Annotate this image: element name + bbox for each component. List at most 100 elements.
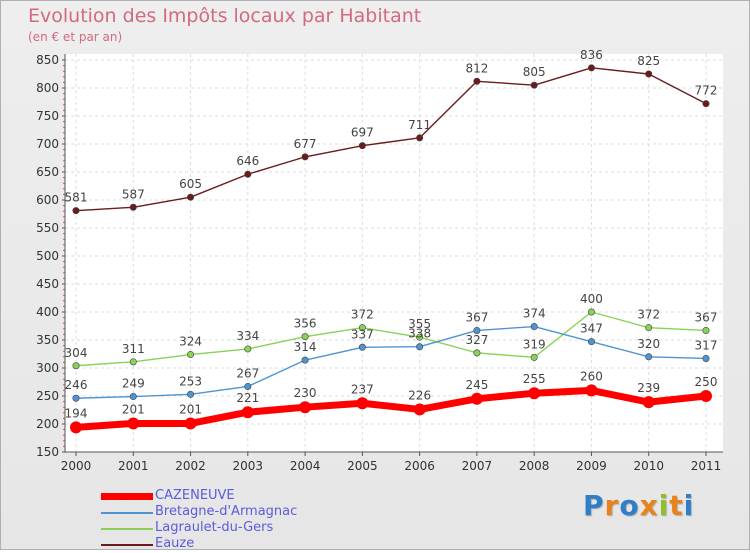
x-tick-label: 2009 — [576, 459, 607, 473]
data-point — [301, 153, 309, 161]
series-line-1 — [75, 325, 707, 399]
data-label: 372 — [351, 308, 374, 322]
data-label: 239 — [637, 381, 660, 395]
data-label: 314 — [294, 340, 317, 354]
data-label: 367 — [465, 310, 488, 324]
data-label: 201 — [179, 402, 202, 416]
data-label: 194 — [65, 406, 88, 420]
legend-swatch — [101, 512, 153, 514]
data-point — [470, 392, 483, 405]
y-tick-label: 350 — [36, 333, 59, 347]
data-label: 226 — [408, 388, 431, 402]
y-tick-label: 800 — [36, 81, 59, 95]
data-point — [129, 203, 137, 211]
legend-swatch — [101, 544, 153, 546]
plot-area — [65, 54, 723, 452]
data-point — [358, 142, 366, 150]
logo-letter: r — [604, 489, 620, 522]
data-point — [702, 354, 710, 362]
data-point — [413, 403, 426, 416]
data-label: 201 — [122, 402, 145, 416]
y-tick-label: 600 — [36, 193, 59, 207]
data-label: 400 — [580, 292, 603, 306]
data-label: 805 — [523, 65, 546, 79]
chart-title: Evolution des Impôts locaux par Habitant — [28, 5, 422, 27]
x-tick-label: 2004 — [290, 459, 321, 473]
data-point — [642, 396, 655, 409]
data-label: 825 — [637, 54, 660, 68]
data-label: 338 — [408, 327, 431, 341]
x-tick-label: 2007 — [462, 459, 493, 473]
data-point — [530, 353, 538, 361]
data-point — [244, 382, 252, 390]
data-point — [416, 343, 424, 351]
y-tick-label: 200 — [36, 417, 59, 431]
legend-swatch — [101, 493, 153, 500]
x-tick-label: 2008 — [519, 459, 550, 473]
data-label: 260 — [580, 369, 603, 383]
data-label: 367 — [695, 310, 718, 324]
data-point — [587, 308, 595, 316]
data-point — [645, 353, 653, 361]
data-label: 304 — [65, 346, 88, 360]
data-point — [301, 333, 309, 341]
data-point — [473, 349, 481, 357]
x-tick-label: 2002 — [175, 459, 206, 473]
data-point — [700, 390, 712, 402]
data-label: 327 — [465, 333, 488, 347]
chart-subtitle: (en € et par an) — [28, 30, 123, 44]
y-tick-label: 750 — [36, 109, 59, 123]
data-point — [299, 401, 312, 414]
data-point — [72, 394, 80, 402]
data-label: 711 — [408, 118, 431, 132]
y-tick-label: 150 — [36, 445, 59, 459]
data-label: 246 — [65, 378, 88, 392]
data-point — [72, 362, 80, 370]
y-tick-label: 450 — [36, 277, 59, 291]
data-point — [645, 324, 653, 332]
series-line-2 — [75, 311, 707, 367]
x-tick-label: 2001 — [118, 459, 149, 473]
logo-letter: t — [669, 489, 684, 522]
y-tick-label: 500 — [36, 249, 59, 263]
data-point — [585, 384, 598, 397]
logo-letter: i — [683, 489, 695, 522]
data-point — [70, 421, 82, 434]
y-tick-label: 550 — [36, 221, 59, 235]
data-label: 320 — [637, 337, 660, 351]
data-label: 646 — [236, 154, 259, 168]
data-point — [187, 351, 195, 359]
series-line-3 — [75, 67, 707, 212]
legend-label: Eauze — [155, 536, 195, 551]
data-label: 245 — [465, 378, 488, 392]
data-label: 319 — [523, 337, 546, 351]
y-tick-label: 300 — [36, 361, 59, 375]
data-label: 317 — [695, 338, 718, 352]
data-label: 221 — [236, 391, 259, 405]
x-tick-label: 2003 — [233, 459, 264, 473]
data-label: 581 — [65, 191, 88, 205]
legend-label: Bretagne-d'Armagnac — [155, 504, 298, 519]
x-tick-label: 2011 — [691, 459, 722, 473]
data-point — [530, 323, 538, 331]
data-point — [358, 343, 366, 351]
data-label: 374 — [523, 307, 546, 321]
data-point — [129, 393, 137, 401]
data-label: 356 — [294, 317, 317, 331]
data-label: 334 — [236, 329, 259, 343]
data-point — [187, 193, 195, 201]
x-tick-label: 2000 — [61, 459, 92, 473]
data-point — [241, 406, 254, 419]
data-point — [473, 326, 481, 334]
data-label: 587 — [122, 187, 145, 201]
data-point — [129, 358, 137, 366]
data-point — [187, 390, 195, 398]
data-label: 836 — [580, 48, 603, 62]
y-tick-label: 850 — [36, 53, 59, 67]
data-point — [127, 417, 140, 430]
y-tick-label: 400 — [36, 305, 59, 319]
data-point — [473, 77, 481, 85]
data-point — [244, 345, 252, 353]
data-point — [645, 70, 653, 78]
